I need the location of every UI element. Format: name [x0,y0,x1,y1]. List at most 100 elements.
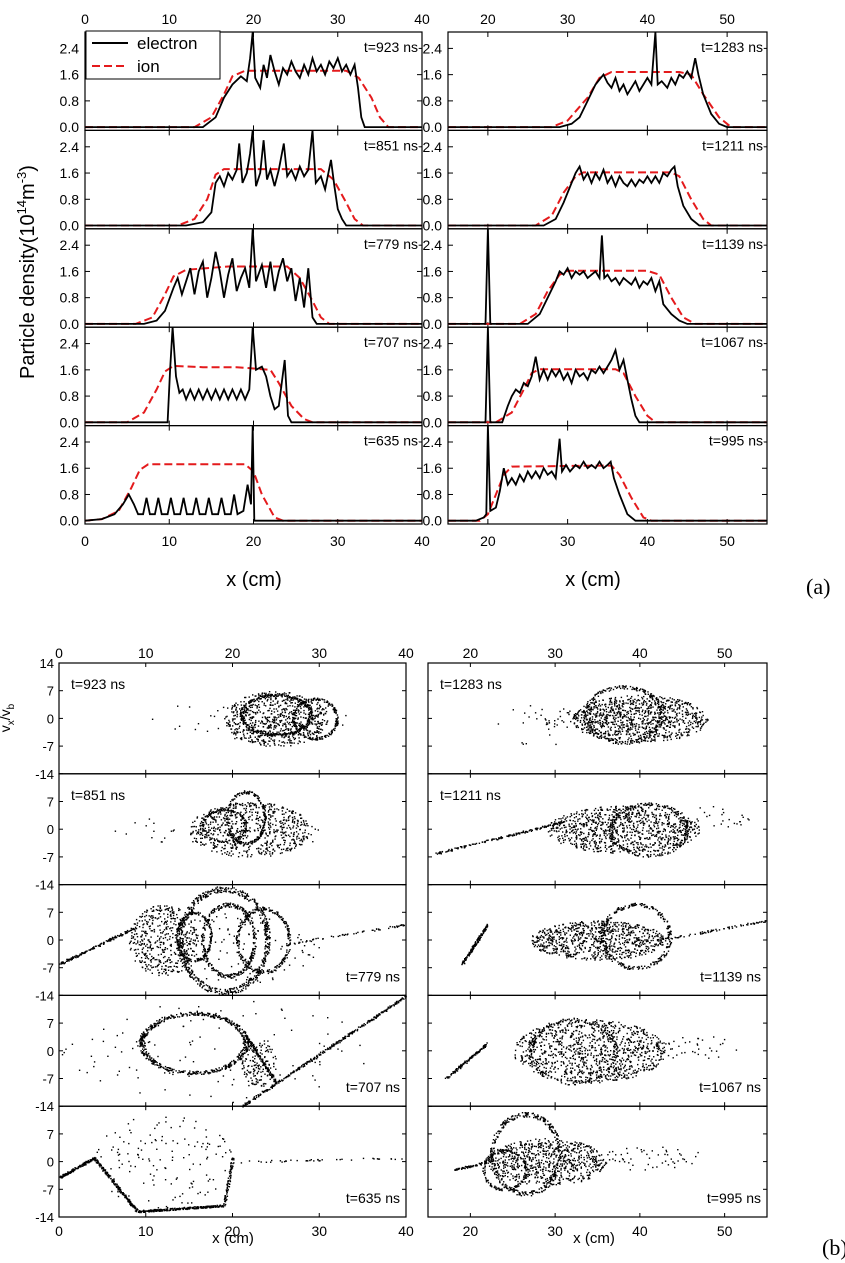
phase-point [156,964,159,967]
phase-point [264,960,267,963]
phase-point [204,955,206,958]
phase-point [246,805,248,807]
phase-point [161,968,163,970]
phase-point [128,942,131,945]
phase-point [308,701,310,703]
phase-point [201,817,203,819]
phase-point [252,733,254,735]
phase-point [173,1068,175,1071]
phase-point [257,799,260,801]
phase-point [293,842,296,845]
phase-point [148,939,150,941]
phase-point [253,804,255,807]
phase-point [320,711,322,714]
phase-point [234,807,236,809]
phase-point [190,972,193,975]
phase-point [286,951,288,953]
phase-point [176,940,178,943]
phase-point [261,912,263,914]
phase-point [185,962,188,965]
phase-point [260,831,262,833]
phase-point [110,938,112,941]
phase-point [314,723,316,725]
phase-point [327,703,330,705]
phase-point [135,943,137,945]
phase-point [207,922,210,925]
phase-point [296,709,298,711]
phase-point [185,957,187,960]
phase-point [299,695,301,697]
phase-point [215,887,217,889]
phase-point [255,731,258,733]
phase-point [300,814,302,816]
phase-point [294,943,296,945]
phase-point [249,735,251,737]
phase-point [188,923,190,925]
phase-point [221,941,223,943]
phase-point [260,802,262,804]
phase-point [207,895,209,897]
phase-point [205,1070,207,1072]
phase-point [252,982,254,984]
phase-point [211,909,214,911]
phase-point [270,738,272,740]
phase-point [298,732,301,735]
phase-point [243,909,245,911]
phase-point [245,725,248,727]
phase-point [278,740,281,742]
phase-point [287,694,290,696]
phase-point [264,723,266,725]
phase-point [295,844,297,846]
time-label: t=1139 ns [702,236,763,252]
phase-point [144,932,146,934]
phase-point [233,973,236,975]
phase-point [287,932,290,934]
phase-point [187,907,189,909]
phase-point [240,841,243,843]
phase-point [304,704,306,706]
phase-point [180,954,182,957]
phase-point [207,985,209,987]
phase-point [203,922,206,925]
phase-point [308,738,311,740]
phase-point [92,947,94,949]
phase-point [293,698,295,700]
phase-point [252,947,254,950]
phase-point [237,891,239,893]
phase-point [204,918,206,920]
phase-point [271,806,273,808]
phase-point [179,940,181,942]
phase-point [289,942,291,944]
phase-point [114,935,117,937]
phase-point [188,913,190,915]
phase-point [167,974,169,976]
phase-point [245,704,247,706]
phase-point [263,971,265,974]
phase-point [258,806,260,809]
phase-point [209,923,211,926]
phase-point [247,962,250,964]
phase-point [203,924,206,927]
phase-point [293,725,296,727]
phase-point [286,928,288,930]
phase-point [232,718,235,720]
phase-point [149,941,152,944]
phase-point [267,710,269,712]
phase-point [284,711,287,714]
phase-point [188,706,191,708]
phase-point [191,970,193,972]
phase-point [261,695,263,698]
phase-point [187,971,190,973]
phase-point [153,928,155,931]
phase-point [240,957,242,960]
phase-point [244,960,246,962]
phase-point [280,825,283,827]
phase-point [332,936,335,938]
phase-point [274,733,276,735]
phase-point [403,924,405,927]
phase-point [225,902,227,904]
phase-point [236,816,238,818]
phase-point [197,958,199,960]
phase-point [263,823,266,825]
phase-point [277,695,279,697]
